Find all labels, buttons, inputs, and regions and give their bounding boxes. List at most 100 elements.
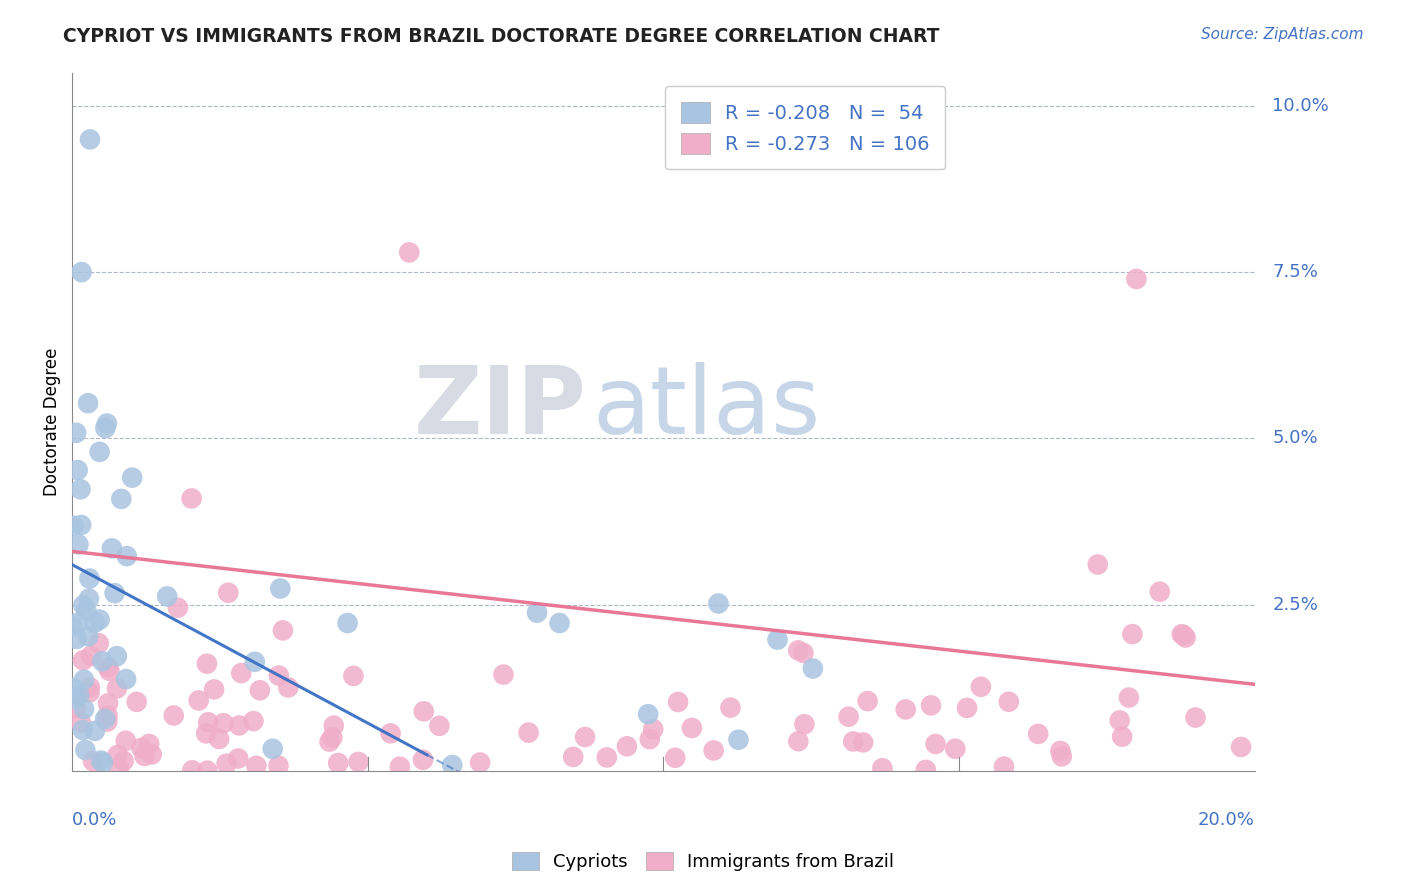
Point [70, 518, 93, 533]
Point [121, 470, 143, 484]
Point [766, 632, 789, 647]
Point [105, 649, 128, 664]
Point [1087, 558, 1109, 572]
Text: 7.5%: 7.5% [1272, 263, 1319, 281]
Point [681, 721, 703, 735]
Point [134, 748, 156, 763]
Point [89, 445, 111, 459]
Point [97, 708, 120, 723]
Text: 0.0%: 0.0% [72, 811, 118, 829]
Point [138, 737, 160, 751]
Point [91, 756, 114, 770]
Point [70, 265, 93, 279]
Point [97, 660, 120, 674]
Point [666, 695, 689, 709]
Point [75, 604, 97, 618]
Point [643, 722, 665, 736]
Point [87, 636, 110, 650]
Point [616, 739, 638, 754]
Y-axis label: Doctorate Degree: Doctorate Degree [44, 348, 60, 496]
Point [271, 624, 294, 638]
Point [245, 759, 267, 773]
Point [217, 586, 239, 600]
Point [77, 629, 100, 643]
Point [83, 723, 105, 738]
Point [924, 737, 946, 751]
Point [181, 764, 204, 778]
Point [115, 549, 138, 563]
Point [262, 741, 284, 756]
Point [1230, 739, 1253, 754]
Point [77, 396, 100, 410]
Point [441, 758, 464, 772]
Point [156, 590, 179, 604]
Point [526, 606, 548, 620]
Point [664, 751, 686, 765]
Point [638, 732, 661, 747]
Point [1111, 730, 1133, 744]
Text: 20.0%: 20.0% [1198, 811, 1254, 829]
Point [65, 701, 87, 715]
Point [727, 732, 749, 747]
Point [231, 666, 253, 681]
Point [212, 716, 235, 731]
Point [267, 758, 290, 772]
Point [65, 425, 87, 440]
Point [91, 654, 114, 668]
Point [75, 743, 97, 757]
Text: CYPRIOT VS IMMIGRANTS FROM BRAZIL DOCTORATE DEGREE CORRELATION CHART: CYPRIOT VS IMMIGRANTS FROM BRAZIL DOCTOR… [63, 27, 939, 45]
Point [62, 518, 84, 533]
Point [703, 743, 725, 757]
Point [1173, 628, 1195, 642]
Point [112, 754, 135, 768]
Point [115, 672, 138, 686]
Text: atlas: atlas [592, 362, 821, 454]
Point [62, 681, 84, 695]
Point [77, 591, 100, 606]
Point [108, 761, 131, 775]
Point [63, 691, 86, 706]
Point [202, 682, 225, 697]
Point [328, 756, 350, 770]
Point [67, 688, 90, 702]
Point [105, 681, 128, 696]
Point [842, 734, 865, 748]
Point [380, 726, 402, 740]
Point [321, 731, 343, 745]
Point [114, 733, 136, 747]
Legend: R = -0.208   N =  54, R = -0.273   N = 106: R = -0.208 N = 54, R = -0.273 N = 106 [665, 87, 945, 169]
Point [517, 725, 540, 739]
Point [269, 582, 291, 596]
Point [72, 598, 94, 612]
Point [1050, 749, 1073, 764]
Text: 10.0%: 10.0% [1272, 97, 1329, 115]
Point [90, 754, 112, 768]
Point [208, 731, 231, 746]
Point [318, 734, 340, 748]
Point [852, 735, 875, 749]
Point [69, 715, 91, 730]
Point [574, 730, 596, 744]
Point [195, 764, 218, 778]
Point [637, 707, 659, 722]
Point [73, 673, 96, 687]
Point [793, 717, 815, 731]
Point [98, 664, 121, 678]
Point [187, 693, 209, 707]
Point [195, 657, 218, 671]
Point [131, 740, 153, 755]
Point [215, 756, 238, 771]
Point [125, 695, 148, 709]
Text: 2.5%: 2.5% [1272, 596, 1319, 614]
Point [226, 751, 249, 765]
Point [1118, 690, 1140, 705]
Point [914, 763, 936, 777]
Point [970, 680, 993, 694]
Point [792, 646, 814, 660]
Point [801, 661, 824, 675]
Point [242, 714, 264, 728]
Point [107, 747, 129, 762]
Point [277, 681, 299, 695]
Point [894, 702, 917, 716]
Point [60, 619, 83, 633]
